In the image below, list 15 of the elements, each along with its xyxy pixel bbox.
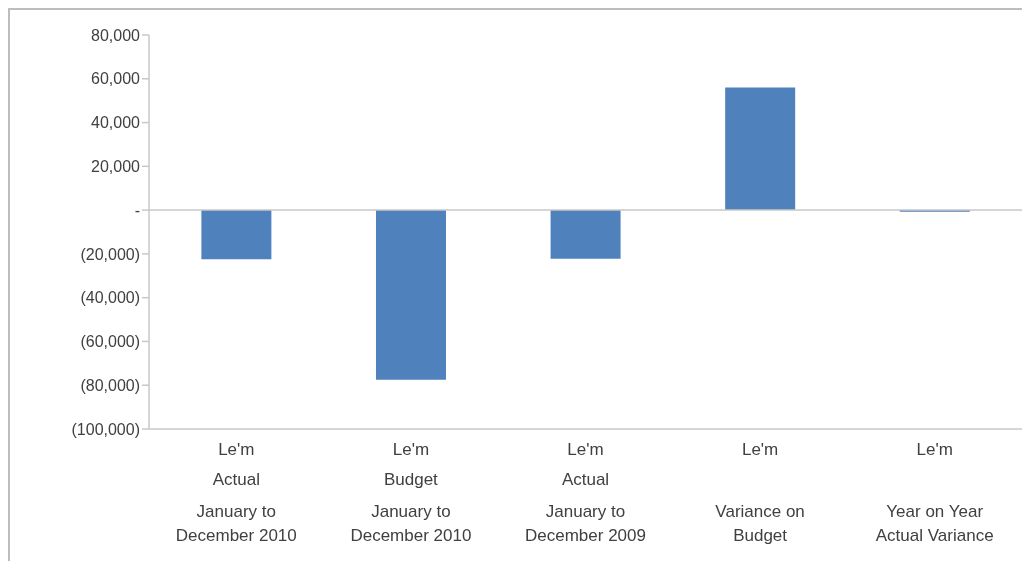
x-tick-label: Le'm Actual January to December 2010 bbox=[175, 440, 297, 545]
y-tick-label: 20,000 bbox=[91, 158, 141, 176]
y-tick-label: (60,000) bbox=[80, 333, 140, 351]
y-tick-label: 80,000 bbox=[91, 26, 141, 44]
y-tick-label: 40,000 bbox=[91, 114, 141, 132]
x-tick-label: Le'm Budget January to December 2010 bbox=[350, 440, 472, 545]
y-tick-label: 60,000 bbox=[91, 70, 141, 88]
category-label: Le'm Variance on Budget bbox=[715, 440, 805, 545]
y-tick-label: (20,000) bbox=[80, 245, 140, 263]
category-label: Le'm Year on Year Actual Variance bbox=[875, 440, 994, 545]
y-tick-label: - bbox=[134, 201, 140, 219]
x-tick-label: Le'm Actual January to December 2009 bbox=[525, 440, 646, 545]
y-tick-label: (80,000) bbox=[80, 376, 140, 394]
y-tick-label: (100,000) bbox=[71, 420, 140, 438]
y-tick-label: (40,000) bbox=[80, 289, 140, 307]
